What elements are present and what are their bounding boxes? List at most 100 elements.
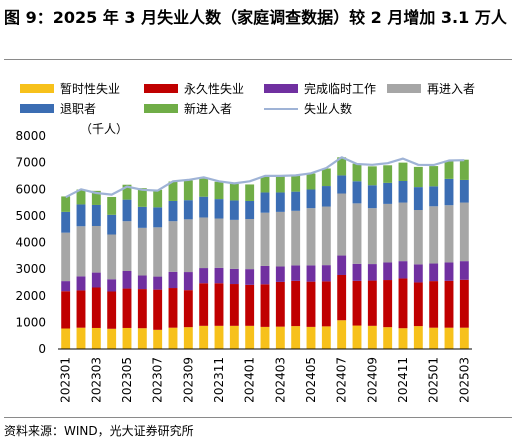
bar-reentrant: [429, 206, 439, 264]
bar-job-ending: [260, 265, 270, 285]
bar-job-ending: [245, 269, 255, 285]
bar-permanent: [76, 290, 86, 328]
bar-temporary: [122, 327, 132, 349]
bar-reentrant: [291, 210, 301, 266]
bar-new-entrant: [383, 165, 393, 183]
legend-swatch-job-leaver: [20, 104, 54, 113]
bar-temporary: [168, 327, 178, 349]
bar-temporary: [229, 325, 239, 349]
x-tick-label: 202301: [59, 357, 73, 403]
stacked-bar-chart: （千人） 0 1000 2000 3000 4000 5000 6000 7000 8000 202…: [15, 122, 472, 403]
bar-job-leaver: [321, 186, 331, 207]
bar-permanent: [107, 291, 117, 329]
x-tick-label: 202405: [304, 357, 318, 403]
bar-job-leaver: [444, 178, 454, 206]
bar-permanent: [367, 280, 377, 326]
bar-temporary: [107, 328, 117, 349]
bar-permanent: [260, 284, 270, 327]
bar-permanent: [122, 288, 132, 328]
bar-temporary: [76, 327, 86, 349]
bar-new-entrant: [429, 166, 439, 187]
bar-permanent: [229, 284, 239, 326]
legend-swatch-new-entrant: [144, 104, 178, 113]
bar-new-entrant: [398, 162, 408, 181]
bar-job-leaver: [413, 187, 423, 211]
bar-permanent: [398, 278, 408, 329]
legend-line-total: [264, 107, 298, 110]
bar-reentrant: [352, 203, 362, 264]
bar-permanent: [383, 280, 393, 328]
bar-job-ending: [76, 276, 86, 291]
bar-new-entrant: [413, 166, 423, 188]
bar-temporary: [337, 320, 347, 349]
bar-job-leaver: [291, 191, 301, 211]
bar-job-leaver: [429, 186, 439, 207]
bar-permanent: [413, 282, 423, 327]
x-tick-label: 202501: [427, 357, 441, 403]
bar-reentrant: [398, 202, 408, 262]
bar-temporary: [459, 327, 469, 349]
legend-label-total: 失业人数: [304, 102, 353, 116]
x-tick-label: 202307: [151, 357, 165, 403]
bar-temporary: [321, 326, 331, 349]
y-tick-label: 8000: [15, 129, 46, 143]
legend-swatch-permanent: [144, 84, 178, 93]
bar-job-leaver: [459, 179, 469, 203]
bar-reentrant: [107, 234, 117, 280]
legend-label-new-entrant: 新进入者: [184, 102, 233, 116]
bar-new-entrant: [275, 176, 285, 193]
legend-item-job-ending: 完成临时工作: [264, 80, 376, 97]
bar-temporary: [444, 327, 454, 349]
bar-new-entrant: [91, 190, 101, 205]
bar-job-leaver: [137, 206, 147, 228]
bar-temporary: [398, 328, 408, 349]
bar-reentrant: [367, 208, 377, 265]
bar-temporary: [429, 327, 439, 349]
bar-job-leaver: [153, 207, 163, 228]
legend-swatch-job-ending: [264, 84, 298, 93]
bar-job-ending: [91, 272, 101, 288]
bar-job-leaver: [107, 214, 117, 235]
bar-job-ending: [168, 271, 178, 289]
bar-new-entrant: [367, 166, 377, 186]
bar-temporary: [260, 326, 270, 349]
bar-job-ending: [61, 281, 71, 292]
y-unit-label: （千人）: [80, 122, 128, 136]
y-tick-label: 2000: [15, 289, 46, 303]
bar-job-ending: [306, 265, 316, 282]
x-tick-label: 202311: [212, 357, 226, 403]
bar-job-leaver: [352, 181, 362, 204]
bar-temporary: [352, 325, 362, 349]
bar-job-leaver: [122, 199, 132, 222]
bar-reentrant: [459, 202, 469, 262]
bar-temporary: [214, 325, 224, 349]
bar-temporary: [413, 326, 423, 349]
bar-temporary: [91, 327, 101, 349]
legend-swatch-reentrant: [387, 84, 421, 93]
bar-reentrant: [321, 206, 331, 266]
bar-job-ending: [199, 268, 209, 284]
y-tick-label: 4000: [15, 236, 46, 250]
bar-new-entrant: [107, 196, 117, 215]
bar-new-entrant: [306, 173, 316, 190]
y-tick-label: 7000: [15, 156, 46, 170]
legend-item-job-leaver: 退职者: [20, 100, 96, 117]
bar-reentrant: [168, 221, 178, 272]
bar-new-entrant: [183, 180, 193, 201]
bar-new-entrant: [337, 157, 347, 176]
bar-new-entrant: [122, 184, 132, 200]
bar-job-ending: [122, 270, 132, 289]
bar-job-leaver: [229, 200, 239, 220]
bar-permanent: [429, 281, 439, 328]
legend-item-temporary: 暂时性失业: [20, 80, 120, 97]
x-tick-label: 202411: [396, 357, 410, 403]
bar-permanent: [91, 287, 101, 328]
bar-job-ending: [153, 276, 163, 290]
bar-job-leaver: [183, 200, 193, 220]
bar-new-entrant: [459, 159, 469, 180]
bar-job-leaver: [398, 180, 408, 203]
bar-temporary: [199, 325, 209, 349]
bar-temporary: [245, 325, 255, 349]
bar-job-ending: [107, 279, 117, 292]
bar-job-ending: [398, 261, 408, 279]
